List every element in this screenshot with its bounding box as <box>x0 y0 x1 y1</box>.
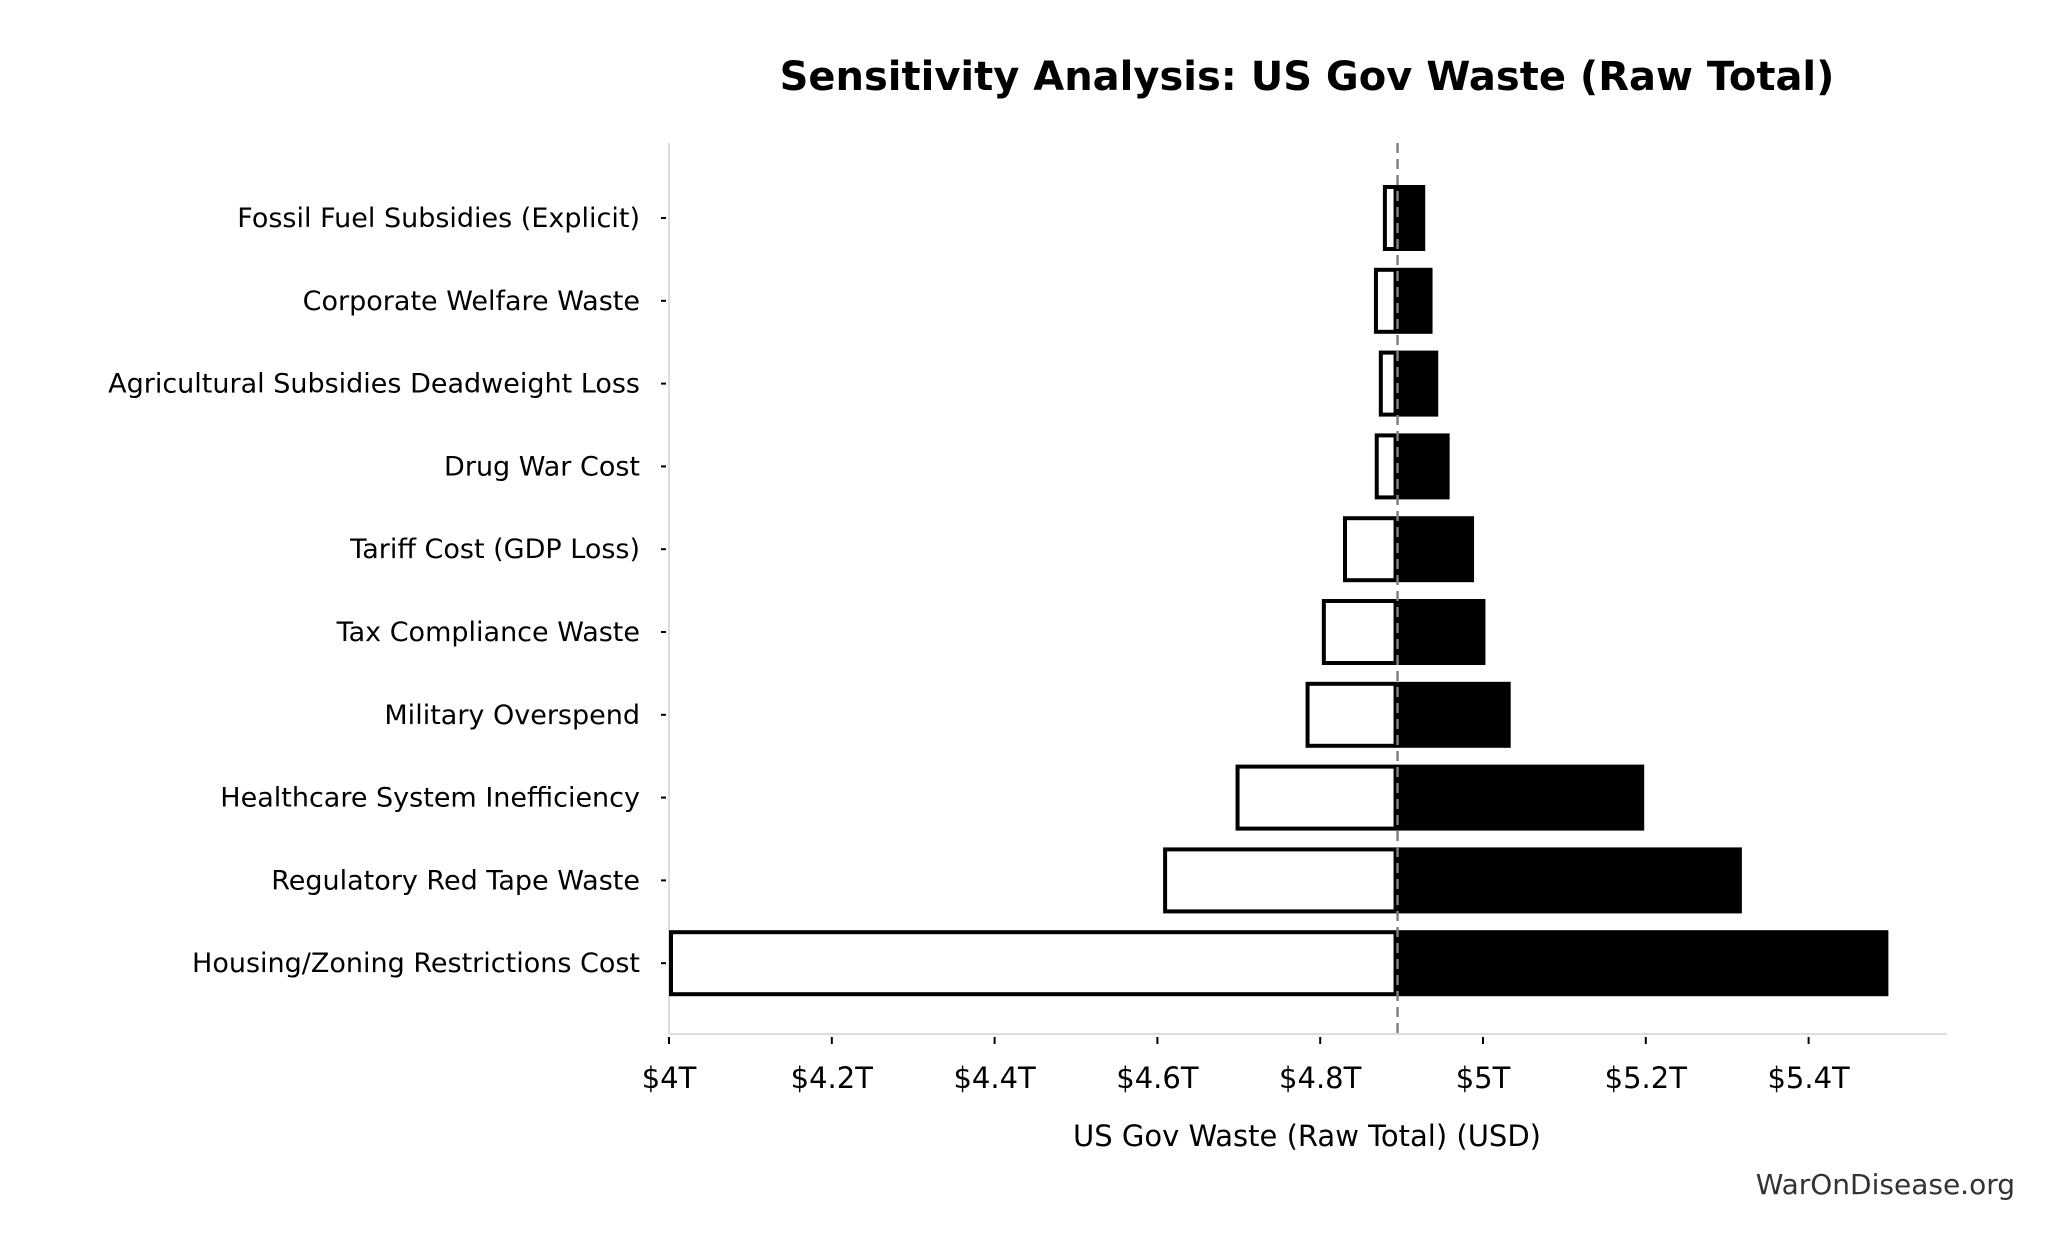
x-axis-label: US Gov Waste (Raw Total) (USD) <box>1073 1119 1541 1153</box>
bar-low <box>1382 185 1398 251</box>
bar-low <box>1374 433 1398 500</box>
category-label: Agricultural Subsidies Deadweight Loss <box>108 369 640 400</box>
category-label: Corporate Welfare Waste <box>303 286 640 317</box>
bar-high <box>1397 681 1511 748</box>
chart-title: Sensitivity Analysis: US Gov Waste (Raw … <box>780 54 1835 100</box>
category-label: Healthcare System Inefficiency <box>220 783 640 814</box>
category-label: Regulatory Red Tape Waste <box>271 865 640 896</box>
bar-high <box>1397 267 1433 334</box>
x-tick-label: $4.4T <box>953 1061 1036 1095</box>
bar-high <box>1397 599 1486 665</box>
bar-high <box>1397 433 1450 500</box>
category-label: Housing/Zoning Restrictions Cost <box>192 948 640 979</box>
bar-high <box>1397 764 1645 831</box>
bar-low <box>1378 350 1398 417</box>
bar-low <box>669 930 1398 997</box>
bar-high <box>1397 516 1475 583</box>
bar-high <box>1397 847 1742 914</box>
bar-high <box>1397 930 1889 997</box>
bar-high <box>1397 350 1439 417</box>
category-label: Tariff Cost (GDP Loss) <box>349 534 640 565</box>
x-tick-label: $5.4T <box>1767 1061 1850 1095</box>
x-tick-label: $5T <box>1456 1061 1511 1095</box>
x-tick-label: $4.2T <box>791 1061 874 1095</box>
category-label: Drug War Cost <box>444 451 640 482</box>
bar-low <box>1343 516 1398 583</box>
x-tick-label: $4.8T <box>1279 1061 1362 1095</box>
bar-high <box>1397 185 1426 251</box>
category-label: Fossil Fuel Subsidies (Explicit) <box>237 203 640 234</box>
x-tick-label: $5.2T <box>1605 1061 1688 1095</box>
x-tick-label: $4.6T <box>1116 1061 1199 1095</box>
bar-low <box>1163 847 1398 914</box>
category-label: Tax Compliance Waste <box>336 617 640 648</box>
bar-low <box>1235 764 1398 831</box>
watermark: WarOnDisease.org <box>1756 1168 2015 1201</box>
bar-low <box>1321 599 1398 665</box>
bar-low <box>1373 267 1398 334</box>
category-label: Military Overspend <box>384 700 640 731</box>
bar-low <box>1305 681 1398 748</box>
x-tick-label: $4T <box>642 1061 697 1095</box>
